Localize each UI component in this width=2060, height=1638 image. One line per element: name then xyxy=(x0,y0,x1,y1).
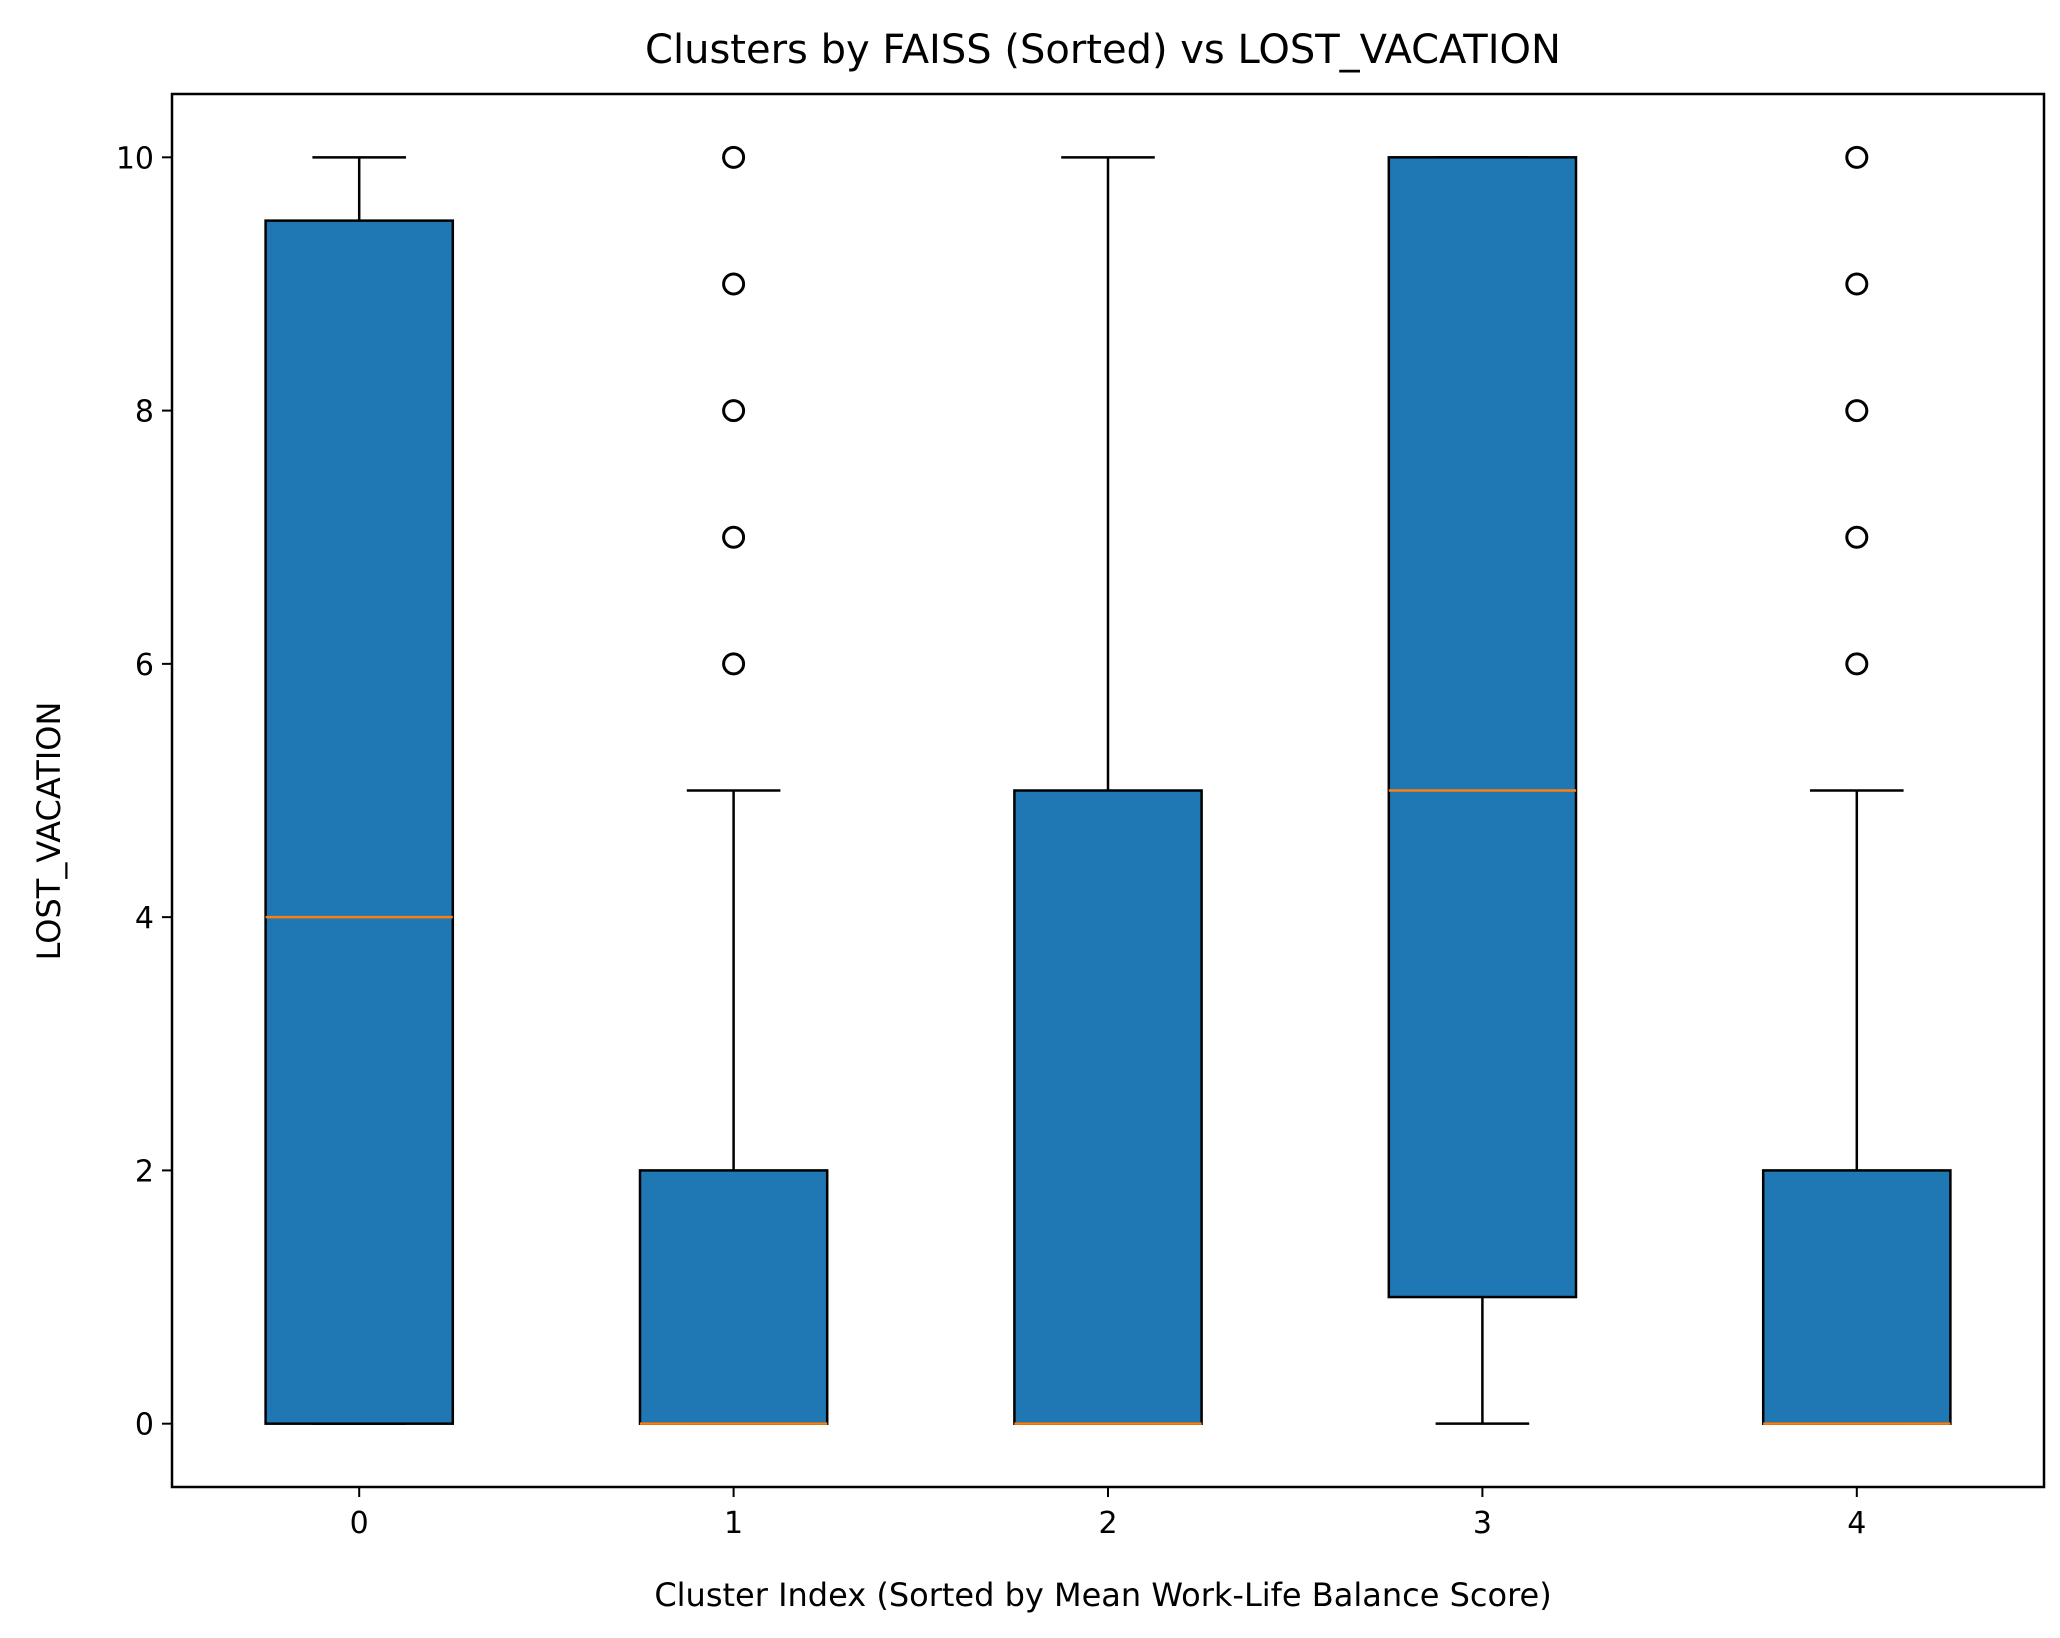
x-tick-label: 2 xyxy=(1098,1506,1117,1541)
x-axis: 0 1 2 3 4 xyxy=(350,1487,1866,1541)
y-tick-label: 8 xyxy=(135,395,154,430)
outlier-point xyxy=(1845,525,1869,549)
box-iqr xyxy=(638,1169,829,1425)
y-axis: 0 2 4 6 8 10 xyxy=(116,141,172,1443)
y-tick-label: 10 xyxy=(116,141,154,176)
outlier-point xyxy=(1845,652,1869,676)
box-cluster-3 xyxy=(1387,156,1578,1425)
y-tick-label: 2 xyxy=(135,1154,154,1189)
x-tick-label: 4 xyxy=(1847,1506,1866,1541)
box-cluster-1 xyxy=(638,145,829,1425)
chart-title: Clusters by FAISS (Sorted) vs LOST_VACAT… xyxy=(645,27,1561,73)
box-cluster-4 xyxy=(1761,145,1952,1425)
outlier-point xyxy=(1845,272,1869,296)
box-cluster-0 xyxy=(264,156,455,1425)
box-iqr xyxy=(1387,156,1578,1299)
x-axis-label: Cluster Index (Sorted by Mean Work-Life … xyxy=(654,1576,1551,1614)
plot-frame xyxy=(170,92,2046,1489)
y-axis-label: LOST_VACATION xyxy=(30,702,68,961)
x-tick-label: 3 xyxy=(1473,1506,1492,1541)
y-tick-label: 4 xyxy=(135,901,154,936)
outlier-point xyxy=(722,399,746,423)
outlier-point xyxy=(722,652,746,676)
plot-area xyxy=(264,145,1952,1425)
x-tick-label: 1 xyxy=(724,1506,743,1541)
y-tick-label: 0 xyxy=(135,1408,154,1443)
box-cluster-2 xyxy=(1013,156,1203,1425)
y-tick-label: 6 xyxy=(135,648,154,683)
box-iqr xyxy=(264,219,455,1425)
x-tick-label: 0 xyxy=(350,1506,369,1541)
outlier-point xyxy=(722,525,746,549)
outlier-point xyxy=(1845,145,1869,169)
outlier-point xyxy=(722,272,746,296)
outlier-point xyxy=(722,145,746,169)
outlier-point xyxy=(1845,399,1869,423)
box-iqr xyxy=(1013,789,1203,1425)
box-iqr xyxy=(1761,1169,1952,1425)
